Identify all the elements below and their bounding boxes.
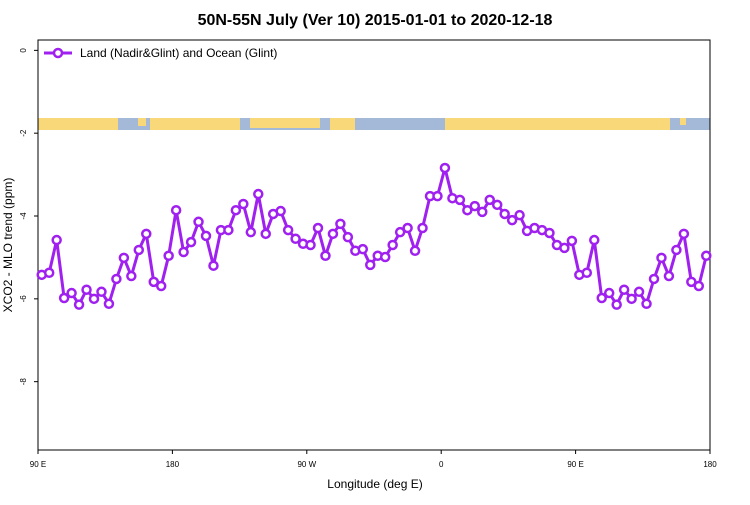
data-point [581,267,593,278]
data-point [544,227,555,239]
y-tick-label: -8 [19,378,28,386]
data-point [626,293,637,305]
x-tick-label: 0 [439,460,444,469]
data-point [312,222,324,234]
x-tick-label: 90 E [567,460,583,469]
data-point [290,233,301,245]
data-point [253,188,264,200]
data-point [633,286,645,298]
x-axis-label: Longitude (deg E) [327,477,422,491]
legend-label: Land (Nadir&Glint) and Ocean (Glint) [80,46,277,60]
data-point [432,190,443,202]
data-point [230,204,242,216]
data-point [223,224,234,236]
data-point [208,260,219,271]
y-axis-label: XCO2 - MLO trend (ppm) [1,178,15,313]
data-point [245,226,257,238]
data-point [693,280,705,292]
data-point [462,204,473,216]
map-strip [38,118,710,130]
data-point [603,287,615,299]
data-point [701,250,712,262]
x-tick-label: 90 W [297,460,316,469]
data-point [103,298,115,310]
y-tick-label: 0 [19,48,28,53]
data-point [238,198,249,210]
data-point [477,206,488,218]
data-point [484,194,495,206]
data-point [58,292,70,304]
data-point [43,267,55,278]
data-point [663,270,675,282]
data-point [596,292,607,304]
data-point [51,234,62,246]
data-point [335,218,346,230]
data-point [88,293,100,305]
series-line [41,167,708,308]
data-point [96,286,107,298]
data-point [686,276,697,288]
data-point [185,236,197,248]
data-point [141,228,152,240]
chart-title: 50N-55N July (Ver 10) 2015-01-01 to 2020… [198,12,553,29]
data-point [656,252,667,264]
data-point [671,244,682,256]
data-point [178,246,189,258]
data-point [320,250,331,262]
data-point [641,298,652,310]
data-point [491,199,503,211]
x-tick-label: 180 [166,460,180,469]
data-point [66,287,77,299]
data-point [342,231,354,243]
data-point [260,228,271,240]
data-point [589,234,600,246]
data-point [170,204,182,216]
data-point [678,228,690,240]
data-point [402,222,413,234]
data-point [81,284,92,295]
data-point [73,299,85,310]
x-tick-label: 180 [703,460,717,469]
data-point [379,251,391,263]
data-point [499,208,510,220]
data-point [133,244,145,256]
data-point [118,252,130,264]
data-point [282,224,294,236]
data-point [648,273,660,285]
data-point [155,280,167,292]
data-point [357,243,369,255]
data-point [409,245,421,257]
data-point [305,239,316,251]
data-point [327,228,339,240]
data-point [365,259,376,271]
data-point [469,200,481,212]
data-point [514,209,525,221]
plot-frame [37,39,711,451]
data-point [275,205,286,217]
data-point [566,235,578,247]
data-point [417,222,428,234]
data-point [111,273,122,285]
data-point [454,194,466,206]
data-point [394,226,406,238]
y-tick-label: -2 [19,129,28,137]
x-tick-label: 90 E [30,460,46,469]
legend-marker [52,47,64,59]
data-point [200,230,212,242]
data-point [163,250,174,262]
data-point [506,214,518,226]
data-point [148,276,159,288]
data-point [126,270,137,282]
data-point [387,239,398,251]
data-point [559,242,570,254]
data-point [611,299,622,310]
data-point [439,162,451,174]
y-tick-label: -4 [19,212,28,220]
data-point [193,216,204,228]
data-point [618,284,630,295]
y-tick-label: -6 [19,295,28,303]
